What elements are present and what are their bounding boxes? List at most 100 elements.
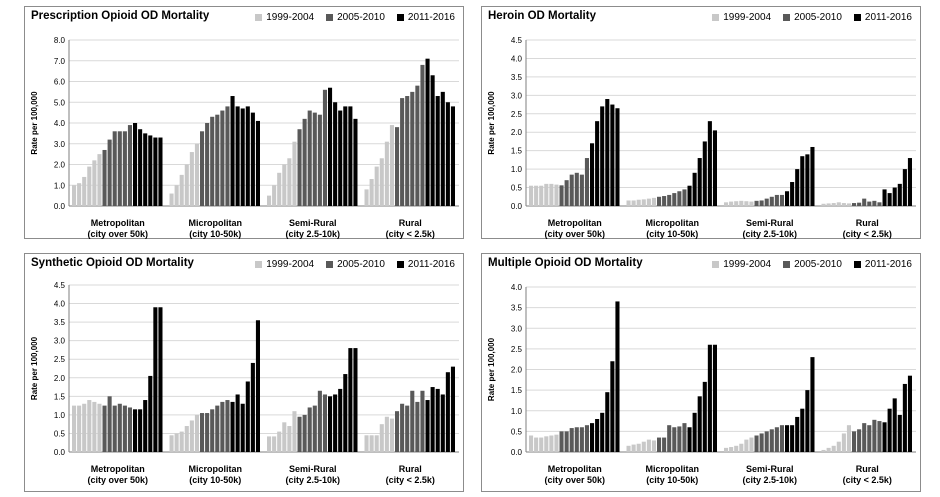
bar: [877, 421, 882, 452]
legend-swatch: [783, 261, 791, 268]
y-tick-label: 1.0: [54, 411, 66, 420]
bar: [615, 108, 620, 206]
bar: [605, 392, 610, 452]
bar: [734, 445, 739, 452]
bar: [92, 160, 97, 206]
bar: [317, 390, 322, 452]
bar: [559, 431, 564, 452]
bar: [267, 195, 272, 206]
y-tick-label: 0.5: [511, 184, 523, 193]
legend-swatch: [783, 14, 791, 21]
bar: [435, 96, 440, 206]
bar: [826, 203, 831, 206]
y-tick-label: 3.5: [511, 73, 523, 82]
category-label: Rural: [856, 218, 879, 228]
chart-title: Multiple Opioid OD Mortality: [488, 257, 643, 269]
bar: [107, 396, 112, 452]
bar: [267, 436, 272, 452]
bar: [846, 425, 851, 452]
bar: [245, 381, 250, 452]
bar: [112, 131, 117, 206]
bar: [338, 388, 343, 452]
chart-title: Synthetic Opioid OD Mortality: [31, 257, 194, 269]
bar: [425, 400, 430, 452]
bar: [210, 116, 215, 206]
bar: [282, 422, 287, 452]
bar: [877, 202, 882, 206]
bar: [626, 445, 631, 452]
bar: [225, 400, 230, 452]
bar: [72, 185, 77, 206]
bar: [707, 344, 712, 452]
bar: [677, 426, 682, 452]
bar: [821, 203, 826, 206]
y-tick-label: 0.0: [511, 202, 523, 211]
bar: [92, 401, 97, 452]
bar: [872, 419, 877, 452]
bar: [389, 418, 394, 452]
y-tick-label: 4.0: [511, 54, 523, 63]
bar: [712, 344, 717, 452]
chart-svg: 0.0 1.0 2.0 3.0 4.0 5.0 6.0 7.0 8.0 Rate per 100,…: [30, 36, 459, 239]
bar: [707, 121, 712, 206]
category-label: Micropolitan: [646, 464, 700, 474]
legend-label: 2011-2016: [407, 12, 455, 23]
bar: [724, 447, 729, 452]
bar: [836, 202, 841, 206]
bar: [148, 135, 153, 206]
bar: [435, 388, 440, 452]
bar: [590, 143, 595, 206]
bar: [774, 194, 779, 206]
bar: [852, 431, 857, 452]
bar: [882, 189, 887, 206]
y-tick-label: 8.0: [54, 36, 66, 45]
bar: [395, 127, 400, 206]
bar: [836, 441, 841, 452]
bar: [255, 320, 260, 452]
bar: [887, 408, 892, 452]
bar: [430, 75, 435, 207]
bar: [600, 412, 605, 452]
bar: [179, 174, 184, 206]
y-tick-label: 0.0: [54, 448, 66, 457]
bar: [539, 437, 544, 452]
bar: [333, 102, 338, 206]
bar: [595, 419, 600, 452]
category-label: Rural: [399, 464, 422, 474]
bar: [445, 102, 450, 206]
y-tick-label: 2.5: [511, 345, 523, 354]
y-tick-label: 1.5: [511, 386, 523, 395]
bar: [785, 425, 790, 452]
bar: [420, 64, 425, 207]
bar: [82, 403, 87, 452]
bar: [220, 401, 225, 452]
category-sublabel: (city over 50k): [87, 475, 148, 485]
bar: [184, 164, 189, 206]
y-tick-label: 3.5: [54, 318, 66, 327]
bar: [425, 58, 430, 206]
bar: [867, 201, 872, 206]
y-tick-label: 3.0: [54, 337, 66, 346]
panel-heroin: Heroin OD Mortality 1999-2004 2005-2010 …: [481, 6, 921, 239]
bar: [631, 444, 636, 452]
bar: [374, 435, 379, 452]
bar: [754, 200, 759, 206]
bar: [415, 85, 420, 206]
bar: [610, 104, 615, 206]
y-tick-label: 4.0: [511, 283, 523, 292]
bar: [302, 414, 307, 452]
bar: [169, 435, 174, 452]
y-tick-label: 7.0: [54, 57, 66, 66]
bar: [240, 108, 245, 206]
bar: [122, 131, 127, 206]
legend-swatch: [326, 261, 334, 268]
bar: [117, 131, 122, 206]
category-sublabel: (city 2.5-10k): [742, 475, 797, 485]
y-tick-label: 4.5: [511, 36, 523, 45]
bar: [569, 428, 574, 452]
y-axis-label: Rate per 100,000: [30, 336, 39, 400]
bar: [364, 435, 369, 452]
bar: [857, 202, 862, 206]
bar: [779, 425, 784, 452]
chart-title: Heroin OD Mortality: [488, 10, 596, 22]
